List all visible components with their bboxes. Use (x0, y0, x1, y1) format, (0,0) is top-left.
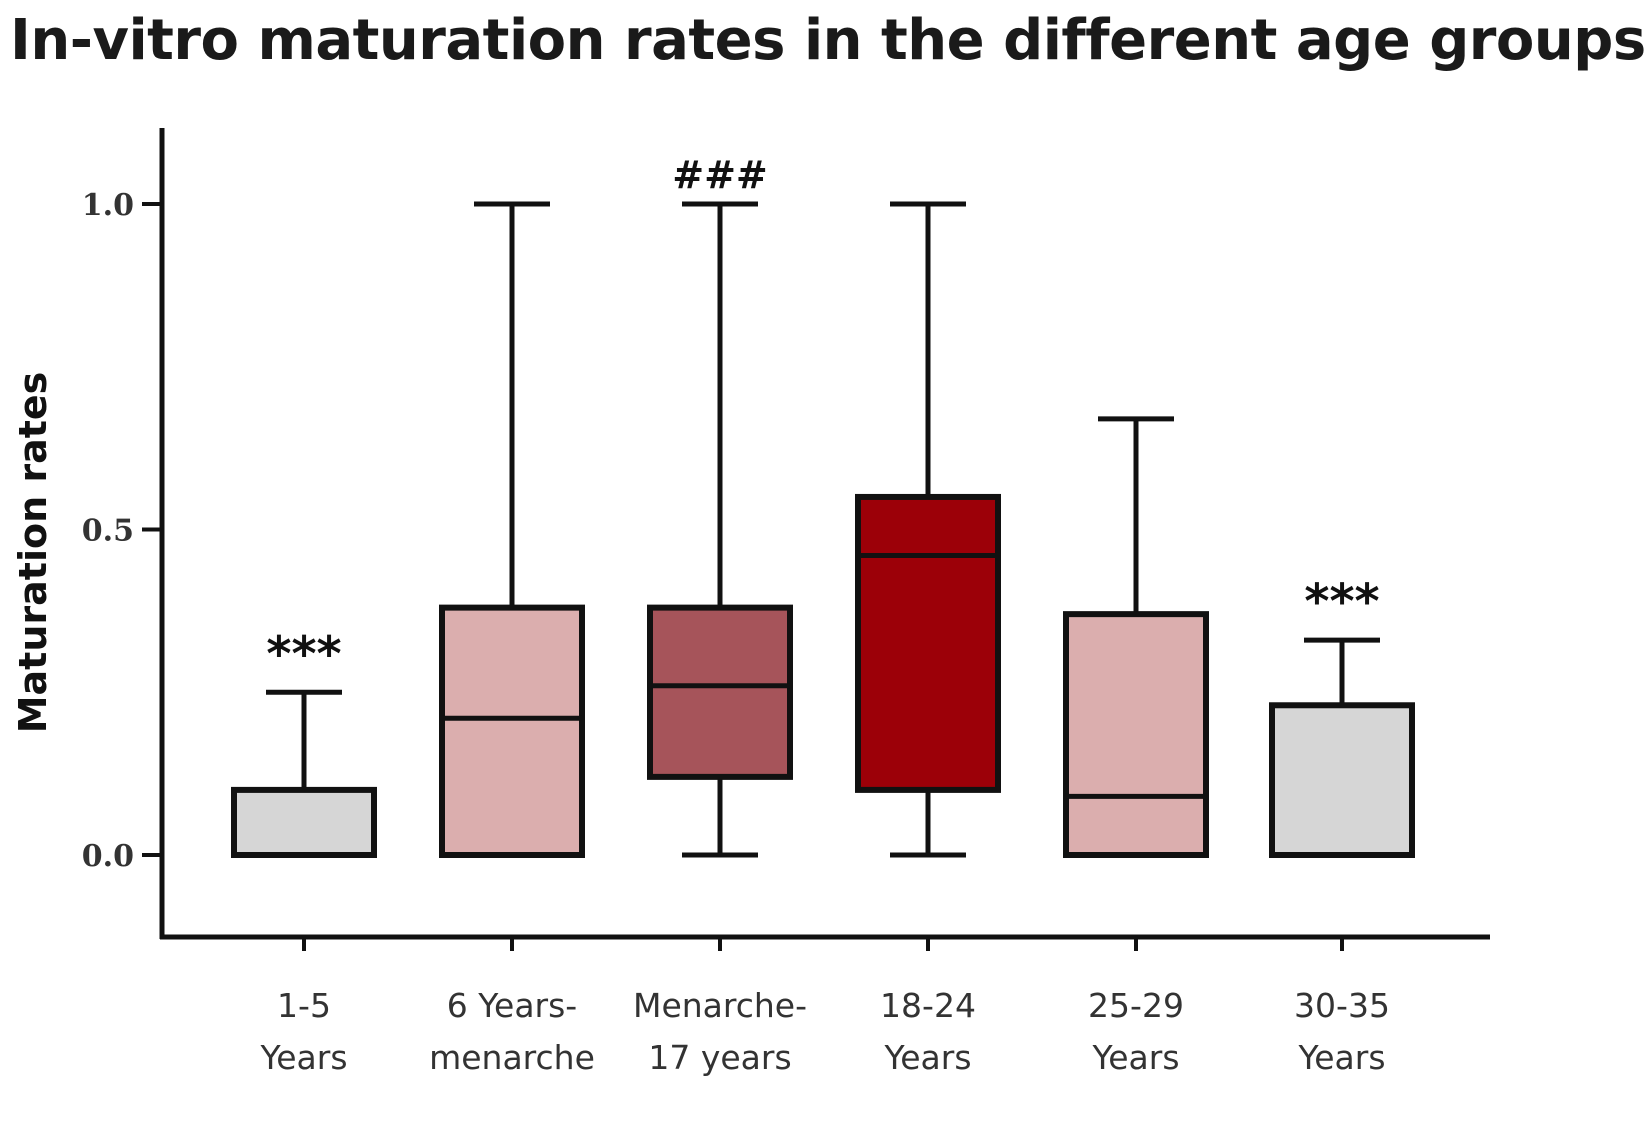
x-category-label: 17 years (648, 1038, 791, 1077)
y-axis-label: Maturation rates (11, 372, 55, 734)
significance-hash-annotation: ### (672, 152, 768, 197)
iqr-box (231, 786, 377, 859)
y-tick-label: 0.0 (82, 839, 134, 874)
iqr-box (1269, 702, 1415, 859)
x-category-label: 30-35 (1294, 986, 1390, 1025)
box-group (855, 201, 1001, 858)
chart-title: In-vitro maturation rates in the differe… (10, 8, 1646, 73)
x-category-label: Menarche- (633, 986, 807, 1025)
x-category-label: Years (1297, 1038, 1385, 1077)
iqr-box (855, 493, 1001, 793)
x-category-label: 18-24 (880, 986, 976, 1025)
iqr-box (1063, 611, 1209, 858)
iqr-box (647, 604, 793, 780)
box-group: *** (231, 626, 377, 859)
y-tick-label: 0.5 (82, 514, 134, 549)
x-category-label: Years (1091, 1038, 1179, 1077)
y-tick-label: 1.0 (82, 188, 134, 223)
box-group (439, 201, 585, 858)
box-group: ### (647, 152, 793, 858)
x-category-label: 25-29 (1088, 986, 1184, 1025)
box-group (1063, 416, 1209, 858)
box-group: *** (1269, 574, 1415, 859)
x-category-label: Years (883, 1038, 971, 1077)
significance-star-annotation: *** (1304, 574, 1379, 630)
x-category-label: menarche (429, 1038, 595, 1077)
x-category-label: Years (259, 1038, 347, 1077)
x-category-label: 1-5 (277, 986, 331, 1025)
significance-star-annotation: *** (266, 626, 341, 682)
x-category-label: 6 Years- (447, 986, 577, 1025)
iqr-box (439, 604, 585, 858)
